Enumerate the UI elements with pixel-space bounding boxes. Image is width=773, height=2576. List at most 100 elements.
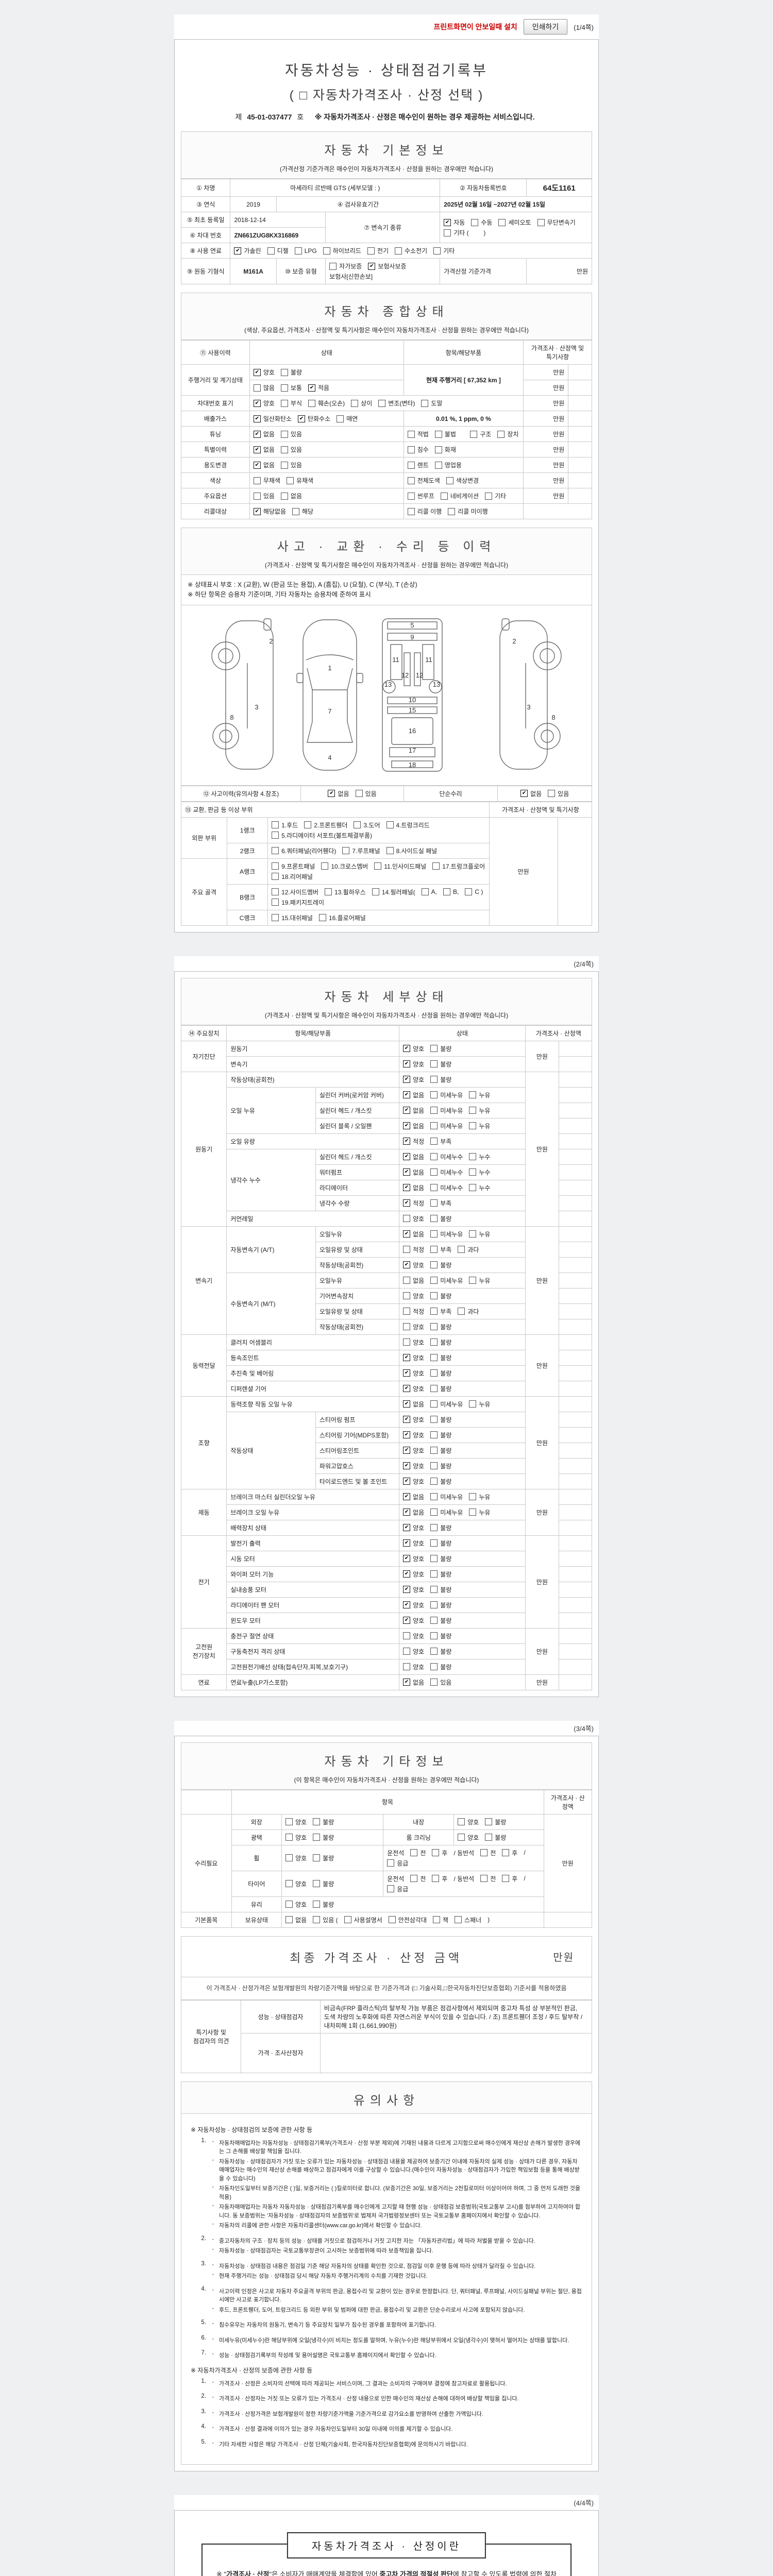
checkbox-없음[interactable]: ✔ 없음 (403, 1091, 424, 1099)
checkbox-후[interactable]: 후 (502, 1849, 517, 1857)
checkbox-불량[interactable]: 불량 (430, 1369, 451, 1378)
checkbox-불량[interactable]: 불량 (430, 1647, 451, 1656)
checkbox-4.트렁크리드[interactable]: 4.트렁크리드 (386, 821, 430, 829)
checkbox-불량[interactable]: 불량 (430, 1446, 451, 1455)
checkbox-누유[interactable]: 누유 (469, 1400, 490, 1409)
checkbox-없음[interactable]: ✔ 없음 (403, 1106, 424, 1115)
checkbox-불량[interactable]: 불량 (430, 1477, 451, 1486)
checkbox-무단변속기[interactable]: 무단변속기 (537, 218, 576, 227)
checkbox-없음[interactable]: 없음 (285, 1916, 307, 1924)
checkbox-영업용[interactable]: 영업용 (434, 461, 462, 469)
checkbox-불량[interactable]: 불량 (430, 1353, 451, 1362)
checkbox-있음[interactable]: 있음 (280, 461, 302, 469)
checkbox-양호[interactable]: 양호 (458, 1818, 479, 1826)
checkbox-불량[interactable]: 불량 (430, 1415, 451, 1424)
checkbox-해당[interactable]: 해당 (292, 507, 313, 516)
checkbox-리콜 미이행[interactable]: 리콜 미이행 (448, 507, 488, 516)
checkbox-불량[interactable]: 불량 (430, 1539, 451, 1548)
checkbox-불량[interactable]: 불량 (430, 1431, 451, 1439)
checkbox-불량[interactable]: 불량 (430, 1323, 451, 1331)
checkbox-누수[interactable]: 누수 (469, 1183, 490, 1192)
checkbox-미세누수[interactable]: 미세누수 (430, 1168, 463, 1177)
checkbox-불량[interactable]: 불량 (313, 1854, 334, 1862)
checkbox-18.리어패널[interactable]: 18.리어패널 (272, 872, 313, 881)
checkbox-양호[interactable]: 양호 (403, 1338, 424, 1347)
checkbox-미세누유[interactable]: 미세누유 (430, 1091, 463, 1099)
checkbox-미세누유[interactable]: 미세누유 (430, 1122, 463, 1130)
checkbox-과다[interactable]: 과다 (458, 1307, 479, 1316)
checkbox-없음[interactable]: 없음 (280, 492, 302, 500)
checkbox-사용설명서[interactable]: 사용설명서 (344, 1916, 382, 1924)
checkbox-미세누유[interactable]: 미세누유 (430, 1230, 463, 1239)
checkbox-15.대쉬패널[interactable]: 15.대쉬패널 (272, 913, 313, 922)
checkbox-침수[interactable]: 침수 (407, 445, 429, 454)
checkbox-양호[interactable]: ✔ 양호 (403, 1261, 424, 1269)
checkbox-후[interactable]: 후 (432, 1849, 447, 1857)
checkbox-미세누유[interactable]: 미세누유 (430, 1493, 463, 1501)
checkbox-있음[interactable]: 있음 (430, 1678, 451, 1687)
checkbox-보통[interactable]: 보통 (280, 383, 302, 392)
checkbox-없음[interactable]: ✔ 없음 (328, 789, 349, 798)
checkbox-장치[interactable]: 장치 (497, 430, 518, 438)
checkbox-없음[interactable]: ✔ 없음 (403, 1508, 424, 1517)
checkbox-미세누유[interactable]: 미세누유 (430, 1400, 463, 1409)
checkbox-없음[interactable]: ✔ 없음 (403, 1678, 424, 1687)
checkbox-렌트[interactable]: 렌트 (407, 461, 429, 469)
checkbox-불량[interactable]: 불량 (430, 1292, 451, 1300)
checkbox-자가보증[interactable]: 자가보증 (329, 262, 362, 270)
checkbox-3.도어[interactable]: 3.도어 (354, 821, 380, 829)
checkbox-LPG[interactable]: LPG (294, 247, 317, 255)
checkbox-미세누유[interactable]: 미세누유 (430, 1508, 463, 1517)
checkbox-양호[interactable]: ✔ 양호 (403, 1477, 424, 1486)
checkbox-12.사이드멤버[interactable]: 12.사이드멤버 (272, 888, 318, 896)
checkbox-누유[interactable]: 누유 (469, 1091, 490, 1099)
checkbox-누유[interactable]: 누유 (469, 1230, 490, 1239)
checkbox-불량[interactable]: 불량 (430, 1663, 451, 1671)
checkbox-유채색[interactable]: 유채색 (286, 476, 313, 485)
checkbox-없음[interactable]: ✔ 없음 (520, 789, 542, 798)
checkbox-불량[interactable]: 불량 (430, 1462, 451, 1470)
checkbox-기타[interactable]: 기타 (433, 246, 455, 255)
checkbox-누유[interactable]: 누유 (469, 1508, 490, 1517)
checkbox-양호[interactable]: 양호 (403, 1647, 424, 1656)
checkbox-전체도색[interactable]: 전체도색 (407, 476, 440, 485)
checkbox-불량[interactable]: 불량 (430, 1044, 451, 1053)
checkbox-미세누수[interactable]: 미세누수 (430, 1153, 463, 1161)
checkbox-양호[interactable]: 양호 (285, 1900, 307, 1909)
checkbox-도말[interactable]: 도말 (421, 399, 443, 408)
checkbox-안전삼각대[interactable]: 안전삼각대 (388, 1916, 427, 1924)
checkbox-누유[interactable]: 누유 (469, 1493, 490, 1501)
checkbox-매연[interactable]: 매연 (337, 414, 358, 423)
checkbox-11.인사이드패널[interactable]: 11.인사이드패널 (374, 862, 426, 871)
checkbox-기타 ([interactable]: 기타 ( (444, 228, 469, 237)
checkbox-A,[interactable]: A, (421, 888, 437, 895)
checkbox-불량[interactable]: 불량 (313, 1833, 334, 1842)
checkbox-불량[interactable]: 불량 (430, 1075, 451, 1084)
checkbox-없음[interactable]: ✔ 없음 (403, 1493, 424, 1501)
checkbox-후[interactable]: 후 (502, 1874, 517, 1883)
checkbox-무채색[interactable]: 무채색 (253, 476, 280, 485)
checkbox-미세누유[interactable]: 미세누유 (430, 1106, 463, 1115)
checkbox-1.후드[interactable]: 1.후드 (272, 821, 298, 829)
checkbox-누유[interactable]: 누유 (469, 1106, 490, 1115)
checkbox-적정[interactable]: 적정 (403, 1245, 424, 1254)
checkbox-전기[interactable]: 전기 (367, 246, 389, 255)
checkbox-불량[interactable]: 불량 (430, 1585, 451, 1594)
checkbox-수동[interactable]: 수동 (471, 218, 492, 227)
checkbox-양호[interactable]: 양호 (403, 1323, 424, 1331)
checkbox-적정[interactable]: ✔ 적정 (403, 1199, 424, 1208)
checkbox-전[interactable]: 전 (480, 1849, 496, 1857)
checkbox-양호[interactable]: ✔ 양호 (403, 1369, 424, 1378)
checkbox-있음[interactable]: 있음 (355, 789, 377, 798)
checkbox-양호[interactable]: ✔ 양호 (403, 1523, 424, 1532)
checkbox-변조(변타)[interactable]: 변조(변타) (378, 399, 415, 408)
checkbox-양호[interactable]: 양호 (403, 1632, 424, 1640)
checkbox-양호[interactable]: ✔ 양호 (403, 1601, 424, 1609)
checkbox-응급[interactable]: 응급 (387, 1859, 408, 1868)
checkbox-불량[interactable]: 불량 (485, 1818, 506, 1826)
checkbox-양호[interactable]: ✔ 양호 (253, 399, 275, 408)
checkbox-불량[interactable]: 불량 (430, 1338, 451, 1347)
checkbox-없음[interactable]: ✔ 없음 (403, 1230, 424, 1239)
checkbox-색상변경[interactable]: 색상변경 (446, 476, 479, 485)
checkbox-불량[interactable]: 불량 (313, 1818, 334, 1826)
